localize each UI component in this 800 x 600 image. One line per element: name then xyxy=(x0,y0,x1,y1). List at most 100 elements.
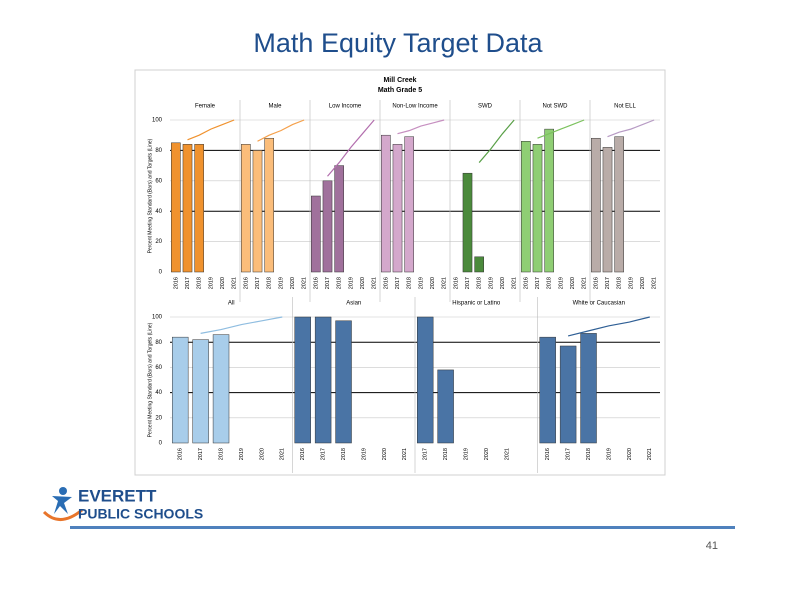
x-tick-label: 2019 xyxy=(606,448,612,460)
group-label: Male xyxy=(268,104,282,110)
bar xyxy=(591,137,601,273)
group-label: Not ELL xyxy=(614,104,636,110)
group-label: Female xyxy=(195,104,216,110)
bar xyxy=(171,336,189,444)
x-tick-label: 2017 xyxy=(325,277,331,289)
bar xyxy=(334,165,344,273)
target-line xyxy=(200,316,283,334)
x-tick-label: 2017 xyxy=(198,448,204,460)
x-tick-label: 2016 xyxy=(523,277,529,289)
bar xyxy=(322,180,333,273)
x-tick-label: 2016 xyxy=(243,277,249,289)
bar xyxy=(474,256,484,273)
target-line xyxy=(397,119,445,135)
bar xyxy=(559,345,577,444)
x-tick-label: 2018 xyxy=(477,277,483,289)
x-tick-label: 2021 xyxy=(372,277,378,289)
group-label: SWD xyxy=(478,104,493,110)
x-tick-label: 2020 xyxy=(570,277,576,289)
x-tick-label: 2020 xyxy=(430,277,436,289)
x-tick-label: 2021 xyxy=(652,277,658,289)
y-tick-label: 0 xyxy=(159,270,163,276)
x-tick-label: 2019 xyxy=(208,277,214,289)
x-tick-label: 2016 xyxy=(313,277,319,289)
bar xyxy=(182,144,193,273)
x-tick-label: 2021 xyxy=(647,448,653,460)
x-tick-label: 2017 xyxy=(423,448,429,460)
target-line xyxy=(257,119,305,142)
y-tick-label: 100 xyxy=(152,118,163,124)
group-label: Asian xyxy=(346,301,361,307)
x-tick-label: 2020 xyxy=(484,448,490,460)
x-tick-label: 2020 xyxy=(360,277,366,289)
bar xyxy=(192,339,209,444)
x-tick-label: 2020 xyxy=(627,448,633,460)
x-tick-label: 2016 xyxy=(178,448,184,460)
y-tick-label: 100 xyxy=(152,315,163,321)
x-tick-label: 2017 xyxy=(566,448,572,460)
x-tick-label: 2018 xyxy=(267,277,273,289)
x-tick-label: 2019 xyxy=(361,448,367,460)
bar xyxy=(335,320,352,444)
bar xyxy=(462,172,473,273)
y-axis-label: Percent Meeting Standard (Bars) and Targ… xyxy=(147,138,153,253)
y-tick-label: 20 xyxy=(155,415,162,421)
target-line xyxy=(478,119,515,163)
y-tick-label: 80 xyxy=(155,148,162,154)
target-line xyxy=(537,119,585,139)
bar xyxy=(602,147,613,273)
bar xyxy=(311,195,321,273)
x-tick-label: 2019 xyxy=(628,277,634,289)
group-label: Hispanic or Latino xyxy=(452,301,501,307)
y-tick-label: 0 xyxy=(159,441,163,447)
chart-title: Mill Creek xyxy=(383,77,416,84)
x-tick-label: 2018 xyxy=(218,448,224,460)
x-tick-label: 2020 xyxy=(290,277,296,289)
x-tick-label: 2016 xyxy=(300,448,306,460)
x-tick-label: 2020 xyxy=(220,277,226,289)
x-tick-label: 2016 xyxy=(383,277,389,289)
x-tick-label: 2017 xyxy=(465,277,471,289)
logo: EVERETT PUBLIC SCHOOLS xyxy=(42,486,203,522)
bar xyxy=(294,316,311,444)
target-line xyxy=(327,119,375,177)
bar xyxy=(171,142,181,273)
x-tick-label: 2019 xyxy=(278,277,284,289)
bar xyxy=(194,144,204,273)
x-tick-label: 2016 xyxy=(453,277,459,289)
x-tick-label: 2017 xyxy=(605,277,611,289)
x-tick-label: 2018 xyxy=(617,277,623,289)
bar xyxy=(264,137,274,273)
x-tick-label: 2018 xyxy=(341,448,347,460)
x-tick-label: 2020 xyxy=(259,448,265,460)
bar xyxy=(392,144,403,273)
x-tick-label: 2020 xyxy=(640,277,646,289)
bar xyxy=(381,134,391,273)
x-tick-label: 2018 xyxy=(547,277,553,289)
x-tick-label: 2021 xyxy=(280,448,286,460)
logo-figure xyxy=(52,496,72,514)
x-tick-label: 2019 xyxy=(558,277,564,289)
bar xyxy=(404,136,414,273)
bar xyxy=(437,369,454,444)
x-tick-label: 2016 xyxy=(593,277,599,289)
bar xyxy=(544,128,554,273)
bar xyxy=(532,144,543,273)
bar xyxy=(252,150,263,273)
x-tick-label: 2021 xyxy=(504,448,510,460)
x-tick-label: 2017 xyxy=(255,277,261,289)
bar xyxy=(539,336,556,444)
group-label: All xyxy=(228,301,235,307)
x-tick-label: 2018 xyxy=(443,448,449,460)
x-tick-label: 2021 xyxy=(442,277,448,289)
x-tick-label: 2020 xyxy=(382,448,388,460)
logo-text: PUBLIC SCHOOLS xyxy=(78,506,203,522)
x-tick-label: 2021 xyxy=(512,277,518,289)
y-axis-label: Percent Meeting Standard (Bars) and Targ… xyxy=(147,322,153,437)
x-tick-label: 2019 xyxy=(418,277,424,289)
x-tick-label: 2018 xyxy=(586,448,592,460)
x-tick-label: 2021 xyxy=(582,277,588,289)
target-line xyxy=(607,119,655,138)
bar xyxy=(241,144,251,273)
bar xyxy=(416,316,434,444)
